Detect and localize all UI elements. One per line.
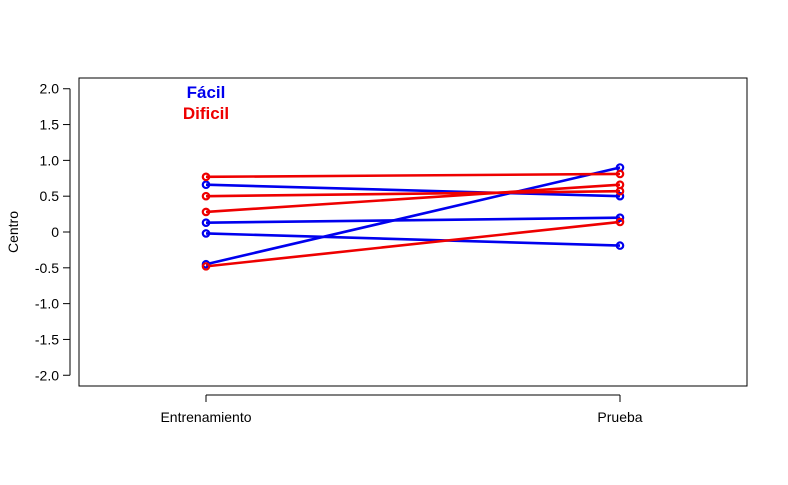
- series-point: [615, 169, 625, 179]
- series-point: [615, 213, 625, 222]
- series-point: [201, 191, 211, 201]
- y-tick-label: 1.0: [40, 152, 60, 168]
- series-lines: [205, 166, 621, 268]
- series-points: [201, 163, 625, 271]
- series-line: [205, 232, 621, 247]
- y-tick-label: -0.5: [35, 260, 59, 276]
- series-line: [205, 189, 621, 198]
- series-point: [201, 218, 211, 227]
- y-tick-label: 1.5: [40, 117, 60, 133]
- series-point: [201, 207, 211, 217]
- series-point: [201, 262, 211, 271]
- series-point: [201, 180, 211, 190]
- series-line: [205, 166, 621, 266]
- x-axis: Entrenamiento Prueba: [160, 394, 643, 425]
- series-line: [205, 183, 621, 198]
- legend-label-dificil: Dificil: [183, 104, 229, 123]
- x-tick-label: Entrenamiento: [160, 409, 251, 425]
- y-tick-label: 0: [51, 224, 59, 240]
- legend: Fácil Dificil: [183, 83, 229, 123]
- series-point: [615, 217, 625, 227]
- series-point: [201, 172, 211, 182]
- y-tick-label: 2.0: [40, 81, 60, 97]
- plot-frame: [78, 77, 748, 387]
- y-tick-label: -2.0: [35, 367, 59, 383]
- y-tick-label: -1.0: [35, 296, 59, 312]
- x-tick-label: Prueba: [597, 409, 642, 425]
- y-tick-label: -1.5: [35, 331, 59, 347]
- series-line: [205, 172, 621, 179]
- series-line: [205, 216, 621, 224]
- legend-label-facil: Fácil: [187, 83, 226, 102]
- series-point: [615, 180, 625, 190]
- y-axis: 2.0 1.5 1.0 0.5 0 -0.5 -1.0 -1.5 -2.0: [35, 81, 71, 383]
- y-axis-title: Centro: [5, 211, 21, 253]
- series-line: [205, 183, 621, 214]
- series-line: [205, 220, 621, 268]
- series-point: [201, 229, 211, 238]
- y-tick-label: 0.5: [40, 188, 60, 204]
- series-point: [615, 241, 625, 250]
- series-point: [615, 191, 625, 201]
